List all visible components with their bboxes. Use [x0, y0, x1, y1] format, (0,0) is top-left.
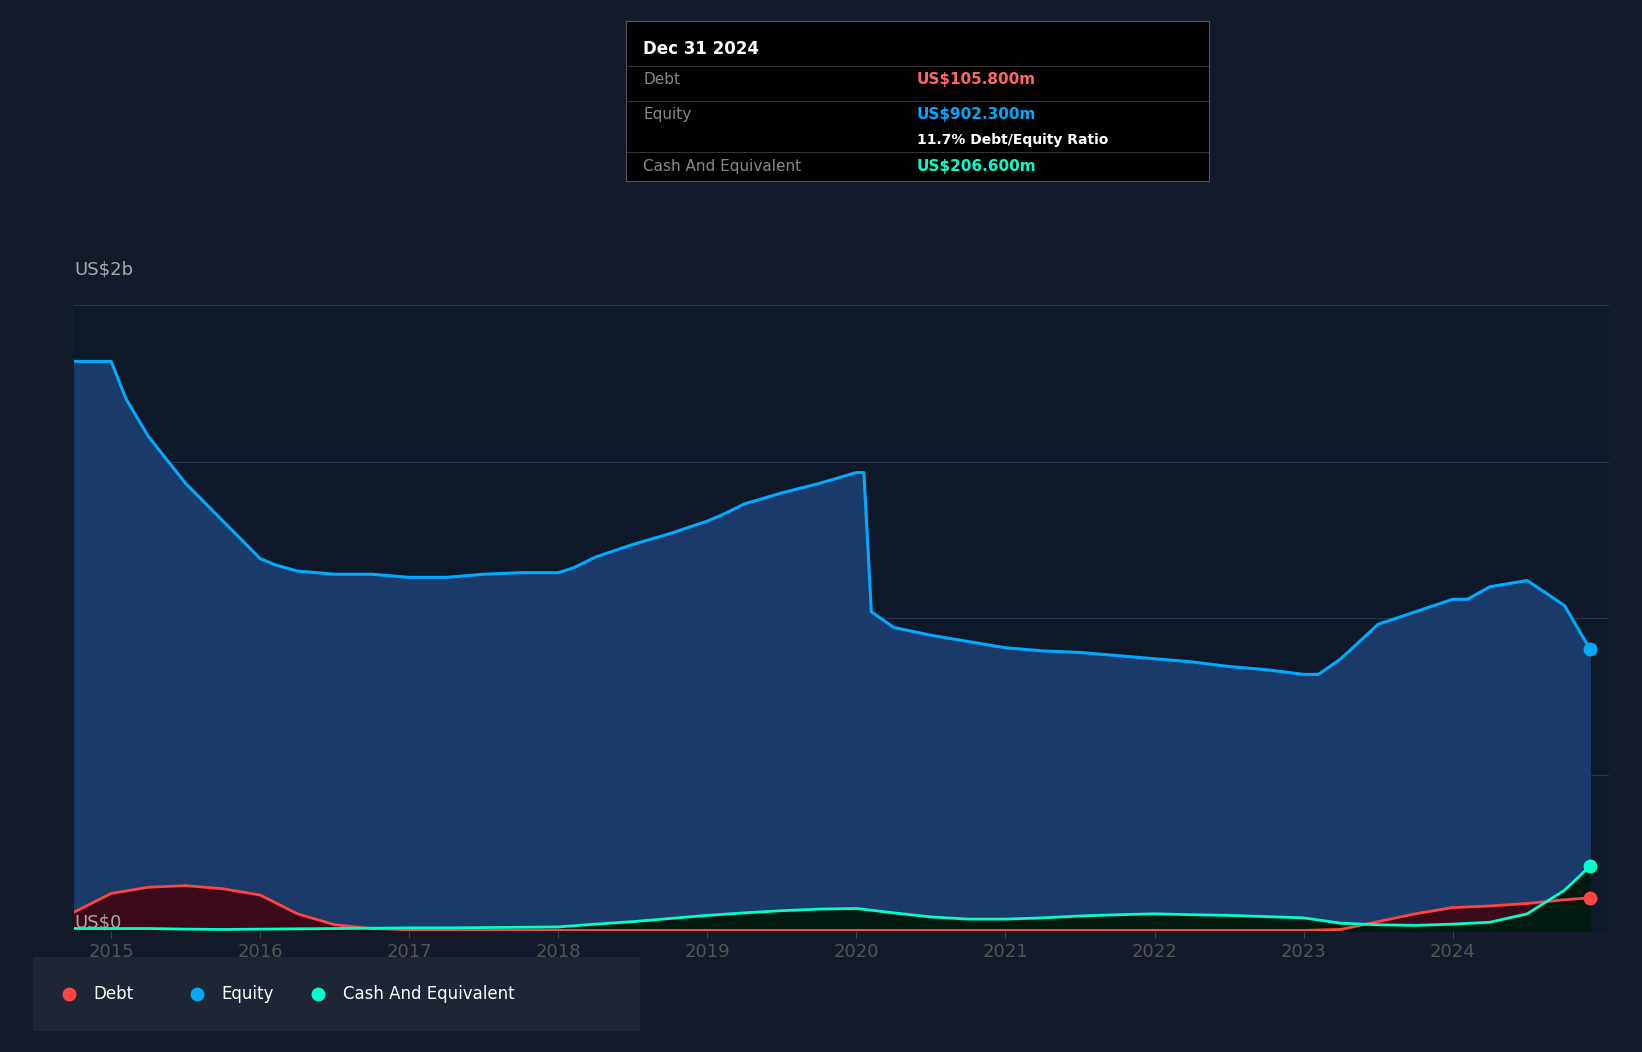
Text: US$902.300m: US$902.300m	[916, 107, 1036, 122]
Text: Equity: Equity	[222, 985, 274, 1004]
Text: 11.7% Debt/Equity Ratio: 11.7% Debt/Equity Ratio	[916, 133, 1108, 147]
Text: US$0: US$0	[74, 913, 122, 931]
Text: Cash And Equivalent: Cash And Equivalent	[343, 985, 514, 1004]
Text: Debt: Debt	[94, 985, 133, 1004]
Text: Equity: Equity	[644, 107, 691, 122]
Text: US$105.800m: US$105.800m	[916, 73, 1036, 87]
Text: Cash And Equivalent: Cash And Equivalent	[644, 159, 801, 174]
Text: Dec 31 2024: Dec 31 2024	[644, 40, 759, 58]
Text: Debt: Debt	[644, 73, 680, 87]
Text: US$2b: US$2b	[74, 261, 133, 279]
Text: US$206.600m: US$206.600m	[916, 159, 1036, 174]
